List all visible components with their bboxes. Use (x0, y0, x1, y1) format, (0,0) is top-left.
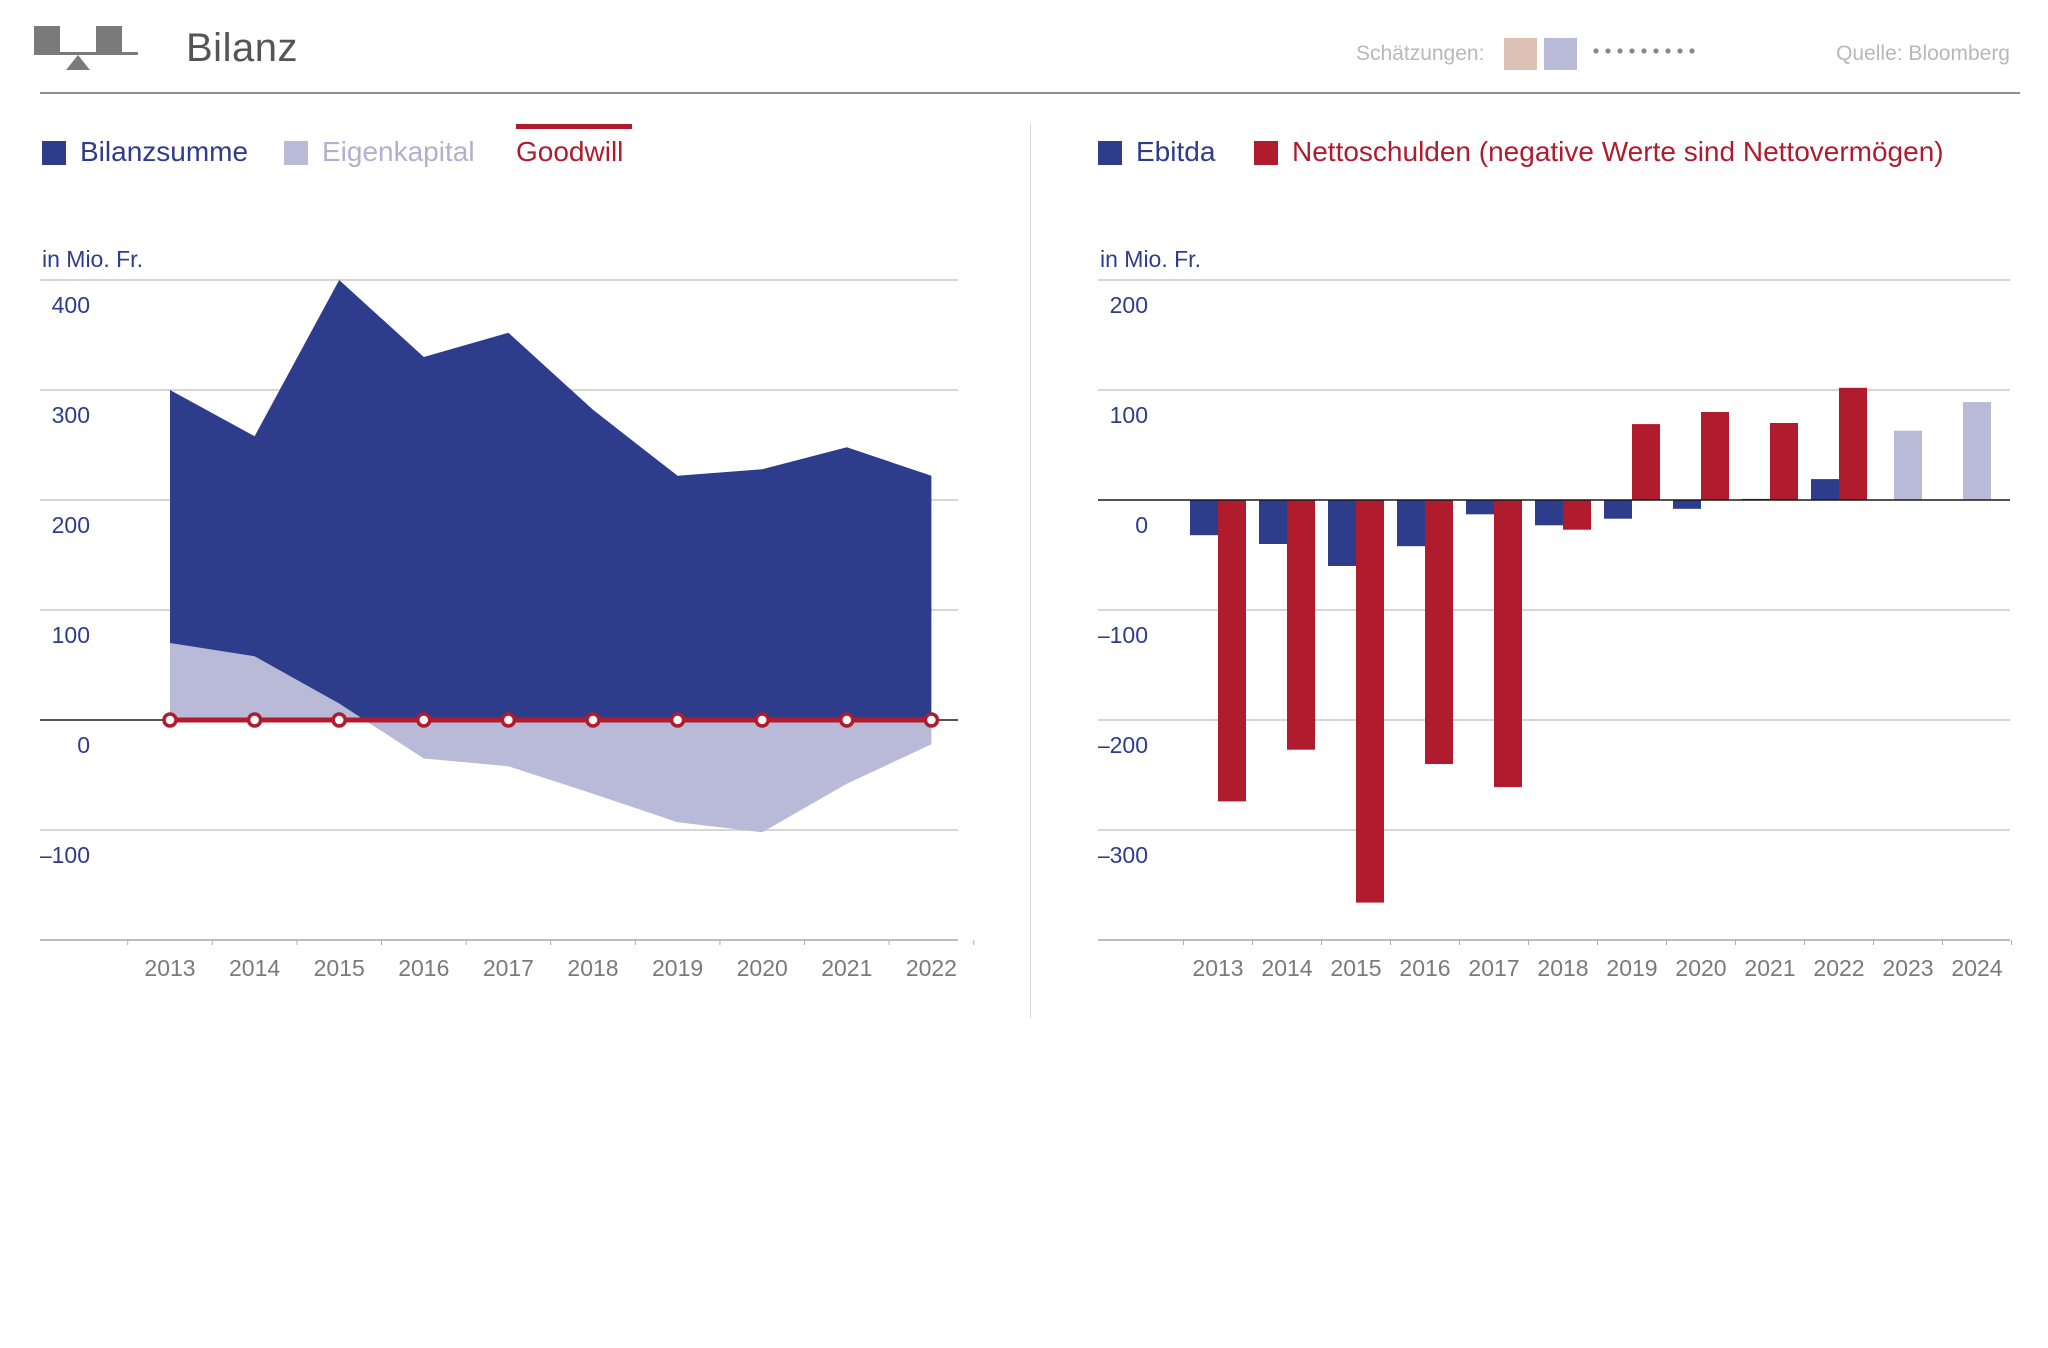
bar-nettoschulden (1356, 500, 1384, 903)
legend-label-nettoschulden: Nettoschulden (negative Werte sind Netto… (1292, 136, 1944, 167)
bar-ebitda (1190, 500, 1218, 536)
source-note: Quelle: Bloomberg (1836, 42, 2010, 65)
bar-nettoschulden (1218, 500, 1246, 802)
y-tick-label: –100 (1098, 622, 1148, 648)
bar-nettoschulden (1494, 500, 1522, 788)
y-tick-label: 0 (77, 732, 90, 758)
y-tick-label: –300 (1098, 842, 1148, 868)
y-tick-label: –100 (40, 842, 90, 868)
x-tick-label: 2015 (314, 955, 365, 981)
area-bilanzsumme (170, 280, 932, 720)
estimates-label: Schätzungen: (1356, 42, 1485, 65)
goodwill-point (416, 712, 432, 728)
header: Bilanz Schätzungen: Quelle: Bloomberg (0, 0, 2048, 100)
x-tick-label: 2019 (1606, 955, 1657, 981)
bar-ebitda (1397, 500, 1425, 547)
x-tick-label: 2018 (567, 955, 618, 981)
x-tick-label: 2014 (1261, 955, 1312, 981)
area-eigenkapital (170, 643, 932, 833)
x-tick-label: 2021 (1744, 955, 1795, 981)
goodwill-point (162, 712, 178, 728)
balance-scale-icon (34, 26, 138, 70)
goodwill-point (839, 712, 855, 728)
bar-ebitda (1673, 500, 1701, 509)
y-axis-label: in Mio. Fr. (42, 246, 143, 272)
x-tick-label: 2022 (906, 955, 957, 981)
y-tick-label: 100 (1110, 402, 1148, 428)
legend-label-bilanzsumme: Bilanzsumme (80, 136, 249, 167)
y-tick-label: 300 (52, 402, 90, 428)
bar-nettoschulden (1425, 500, 1453, 764)
x-tick-label: 2017 (1468, 955, 1519, 981)
legend-swatch-nettoschulden (1254, 141, 1278, 165)
legend-label-eigenkapital: Eigenkapital (322, 136, 475, 167)
y-axis-label: in Mio. Fr. (1100, 246, 1201, 272)
y-tick-label: 100 (52, 622, 90, 648)
estimate-swatch-lavender (1544, 38, 1577, 70)
bar-ebitda (1963, 402, 1991, 500)
x-tick-label: 2016 (1399, 955, 1450, 981)
x-tick-label: 2024 (1951, 955, 2002, 981)
x-tick-label: 2020 (1675, 955, 1726, 981)
x-tick-label: 2013 (1192, 955, 1243, 981)
y-tick-label: –200 (1098, 732, 1148, 758)
goodwill-point (246, 712, 263, 728)
legend-swatch-ebitda (1098, 141, 1122, 165)
bar-nettoschulden (1839, 387, 1867, 500)
balance-area-chart: in Mio. Fr. 400 300 200 100 0 –100 2013 2014 2015… (40, 246, 975, 981)
bar-nettoschulden (1770, 423, 1798, 500)
goodwill-point (923, 712, 940, 728)
bar-nettoschulden (1701, 412, 1729, 500)
y-tick-label: 200 (52, 512, 90, 538)
goodwill-point (669, 712, 686, 728)
y-tick-label: 200 (1110, 292, 1148, 318)
x-tick-label: 2022 (1813, 955, 1864, 981)
panel-divider (1030, 124, 1031, 1018)
x-tick-label: 2021 (821, 955, 872, 981)
bar-ebitda (1466, 500, 1494, 515)
legend-line-goodwill (516, 124, 632, 129)
goodwill-point (585, 712, 601, 728)
legend-label-goodwill: Goodwill (516, 136, 624, 167)
x-tick-label: 2015 (1330, 955, 1381, 981)
bar-nettoschulden (1632, 424, 1660, 500)
x-tick-label: 2017 (483, 955, 534, 981)
bar-nettoschulden (1563, 500, 1591, 530)
bar-ebitda (1259, 500, 1287, 544)
bar-ebitda (1328, 500, 1356, 566)
x-tick-label: 2016 (398, 955, 449, 981)
bar-ebitda (1811, 479, 1839, 500)
y-tick-label: 400 (52, 292, 90, 318)
x-tick-label: 2019 (652, 955, 703, 981)
estimate-swatch-tan (1504, 38, 1537, 70)
bar-ebitda (1604, 500, 1632, 519)
ebitda-netdebt-bar-chart: in Mio. Fr. 200 100 0 –100 –200 –300 2013 2014 20… (1098, 246, 2012, 981)
x-tick-label: 2013 (144, 955, 195, 981)
bar-nettoschulden (1287, 500, 1315, 750)
x-tick-label: 2023 (1882, 955, 1933, 981)
legend-swatch-bilanzsumme (42, 141, 66, 165)
x-tick-label: 2014 (229, 955, 280, 981)
legend-label-ebitda: Ebitda (1136, 136, 1216, 167)
goodwill-point (331, 712, 347, 728)
x-tick-label: 2018 (1537, 955, 1588, 981)
goodwill-point (754, 712, 770, 728)
y-tick-label: 0 (1135, 512, 1148, 538)
legend-swatch-eigenkapital (284, 141, 308, 165)
header-rule (40, 92, 2020, 94)
goodwill-point (500, 712, 517, 728)
bar-ebitda (1535, 500, 1563, 526)
x-tick-label: 2020 (737, 955, 788, 981)
page-title: Bilanz (186, 26, 298, 70)
dotted-line-icon (1593, 48, 1695, 54)
bar-ebitda (1894, 430, 1922, 500)
